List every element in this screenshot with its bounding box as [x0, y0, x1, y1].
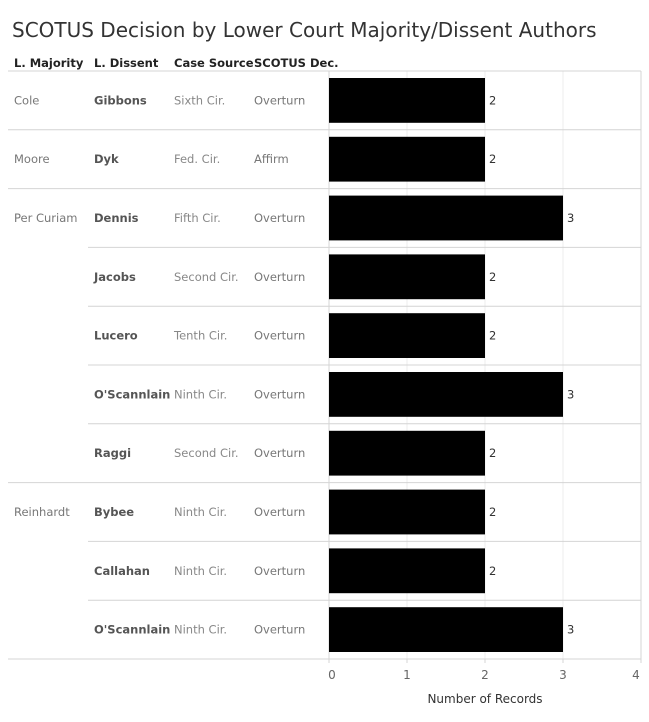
row-source-label: Sixth Cir. — [174, 93, 225, 107]
table-row: Callahan Ninth Cir. Overturn 2 — [88, 548, 641, 601]
row-majority-label: Moore — [14, 152, 50, 166]
bar-value-label: 2 — [489, 152, 496, 166]
bar-value-label: 2 — [489, 93, 496, 107]
table-row: Moore Dyk Fed. Cir. Affirm 2 — [8, 136, 641, 190]
row-decision-label: Overturn — [254, 211, 305, 225]
row-source-label: Ninth Cir. — [174, 505, 227, 519]
row-dissent-label: Dyk — [94, 152, 119, 166]
row-majority-label: Cole — [14, 93, 39, 107]
column-header[interactable]: L. Dissent — [94, 56, 159, 70]
row-majority-label: Per Curiam — [14, 211, 77, 225]
table-row: O'Scannlain Ninth Cir. Overturn 3 — [8, 607, 641, 660]
bar-value-label: 3 — [567, 211, 574, 225]
bar[interactable] — [329, 548, 485, 594]
table-row: Lucero Tenth Cir. Overturn 2 — [88, 313, 641, 366]
row-source-label: Fifth Cir. — [174, 211, 221, 225]
row-dissent-label: Bybee — [94, 505, 134, 519]
column-header[interactable]: SCOTUS Dec. — [254, 56, 339, 70]
bar[interactable] — [329, 607, 563, 652]
chart-title: SCOTUS Decision by Lower Court Majority/… — [12, 18, 597, 42]
bar[interactable] — [329, 136, 485, 182]
x-tick-label: 2 — [481, 668, 489, 682]
bar-value-label: 3 — [567, 623, 574, 637]
row-dissent-label: Dennis — [94, 211, 139, 225]
row-source-label: Second Cir. — [174, 270, 239, 284]
column-header[interactable]: L. Majority — [14, 56, 84, 70]
table-row: Cole Gibbons Sixth Cir. Overturn 2 — [8, 78, 641, 131]
row-decision-label: Overturn — [254, 93, 305, 107]
row-source-label: Ninth Cir. — [174, 564, 227, 578]
bar-value-label: 2 — [489, 270, 496, 284]
row-decision-label: Overturn — [254, 505, 305, 519]
row-dissent-label: Raggi — [94, 446, 131, 460]
table-row: Reinhardt Bybee Ninth Cir. Overturn 2 — [14, 489, 641, 542]
table-row: Raggi Second Cir. Overturn 2 — [8, 430, 641, 484]
bar[interactable] — [329, 313, 485, 358]
x-tick-label: 0 — [328, 668, 336, 682]
bar[interactable] — [329, 372, 563, 417]
bar[interactable] — [329, 254, 485, 300]
row-dissent-label: Callahan — [94, 564, 150, 578]
bar-value-label: 2 — [489, 505, 496, 519]
column-header[interactable]: Case Source — [174, 56, 254, 70]
row-decision-label: Overturn — [254, 329, 305, 343]
bar[interactable] — [329, 430, 485, 476]
row-decision-label: Overturn — [254, 623, 305, 637]
row-decision-label: Overturn — [254, 270, 305, 284]
bar-value-label: 2 — [489, 329, 496, 343]
x-tick-label: 3 — [559, 668, 567, 682]
row-dissent-label: Jacobs — [93, 270, 136, 284]
bar[interactable] — [329, 195, 563, 241]
row-dissent-label: Gibbons — [94, 93, 147, 107]
table-row: O'Scannlain Ninth Cir. Overturn 3 — [88, 372, 641, 425]
bar[interactable] — [329, 78, 485, 123]
row-source-label: Tenth Cir. — [173, 329, 227, 343]
row-majority-label: Reinhardt — [14, 505, 70, 519]
row-source-label: Fed. Cir. — [174, 152, 220, 166]
x-axis-label: Number of Records — [427, 692, 542, 706]
row-source-label: Ninth Cir. — [174, 387, 227, 401]
bar[interactable] — [329, 489, 485, 535]
row-dissent-label: Lucero — [94, 329, 138, 343]
bar-value-label: 2 — [489, 564, 496, 578]
row-decision-label: Overturn — [254, 387, 305, 401]
row-source-label: Second Cir. — [174, 446, 239, 460]
row-decision-label: Overturn — [254, 564, 305, 578]
row-dissent-label: O'Scannlain — [94, 387, 170, 401]
row-dissent-label: O'Scannlain — [94, 623, 170, 637]
table-row: Jacobs Second Cir. Overturn 2 — [88, 254, 641, 307]
table-row: Per Curiam Dennis Fifth Cir. Overturn 3 — [14, 195, 641, 248]
x-tick-label: 1 — [403, 668, 411, 682]
row-decision-label: Overturn — [254, 446, 305, 460]
row-decision-label: Affirm — [254, 152, 289, 166]
bar-value-label: 2 — [489, 446, 496, 460]
bar-value-label: 3 — [567, 387, 574, 401]
x-tick-label: 4 — [632, 668, 640, 682]
row-source-label: Ninth Cir. — [174, 623, 227, 637]
